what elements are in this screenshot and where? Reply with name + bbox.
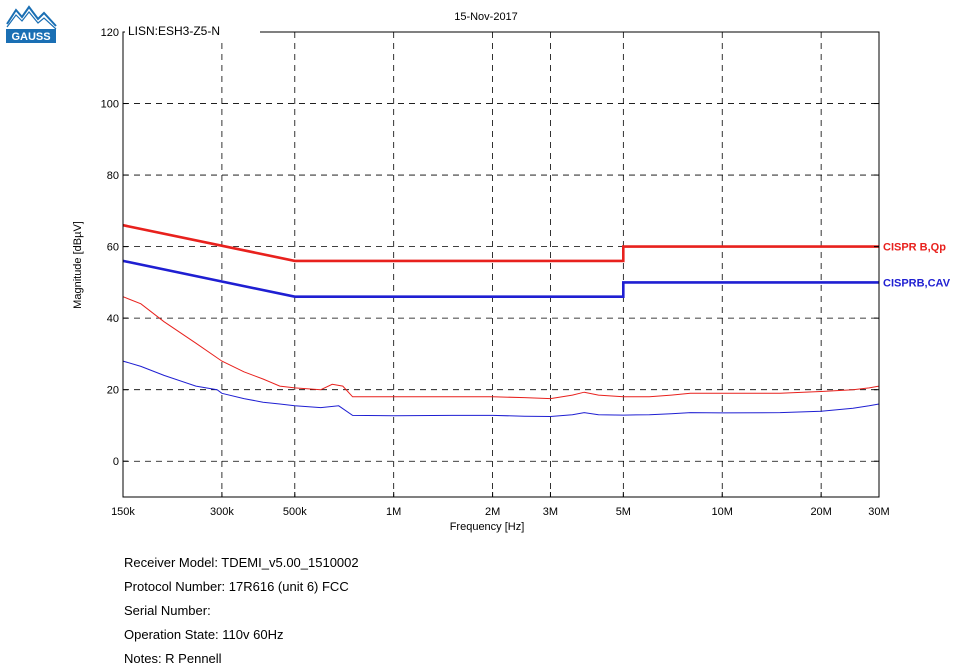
x-tick-label: 3M	[543, 506, 558, 518]
x-tick-label: 300k	[210, 506, 234, 518]
protocol-number: Protocol Number: 17R616 (unit 6) FCC	[124, 579, 349, 594]
y-tick-label: 0	[113, 456, 119, 468]
limit-line	[122, 259, 879, 298]
measurement-trace	[122, 296, 880, 400]
y-tick-label: 120	[101, 27, 119, 39]
probe-label-bg	[125, 22, 260, 38]
x-tick-label: 500k	[283, 506, 307, 518]
legend: CISPR B,Qp CISPRB,CAV	[883, 242, 951, 290]
chart-date: 15-Nov-2017	[454, 11, 518, 23]
x-tick-label: 30M	[868, 506, 889, 518]
x-tick-label: 150k	[111, 506, 135, 518]
measurement-trace	[122, 360, 880, 418]
series-label: CISPR B,Qp	[883, 242, 946, 254]
x-tick-label: 1M	[386, 506, 401, 518]
receiver-model: Receiver Model: TDEMI_v5.00_1510002	[124, 555, 359, 570]
y-tick-label: 60	[107, 242, 119, 254]
y-tick-label: 100	[101, 99, 119, 111]
x-tick-label: 5M	[616, 506, 631, 518]
x-tick-label: 10M	[712, 506, 733, 518]
series-group	[122, 223, 880, 418]
serial-number: Serial Number:	[124, 603, 211, 618]
grid	[123, 32, 879, 497]
x-tick-label: 2M	[485, 506, 500, 518]
operation-state: Operation State: 110v 60Hz	[124, 627, 284, 642]
gauss-logo: GAUSS	[4, 4, 58, 44]
ticks: 150k 300k 500k 1M 2M 3M 5M 10M 20M 30M 0 20 40 60 80 10…	[101, 27, 890, 518]
x-axis-label: Frequency [Hz]	[450, 521, 525, 533]
y-axis-label: Magnitude [dBµV]	[72, 221, 84, 309]
y-tick-label: 20	[107, 385, 119, 397]
y-tick-label: 40	[107, 313, 119, 325]
limit-line	[122, 223, 879, 263]
series-label: CISPRB,CAV	[883, 277, 951, 289]
probe-label: LISN:ESH3-Z5-N	[128, 24, 220, 38]
x-tick-label: 20M	[810, 506, 831, 518]
notes: Notes: R Pennell	[124, 651, 222, 666]
plot-frame	[122, 31, 880, 498]
logo-text: GAUSS	[11, 31, 50, 43]
y-tick-label: 80	[107, 170, 119, 182]
emission-chart: 150k 300k 500k 1M 2M 3M 5M 10M 20M 30M 0 20 40 60 80 10…	[72, 11, 951, 533]
